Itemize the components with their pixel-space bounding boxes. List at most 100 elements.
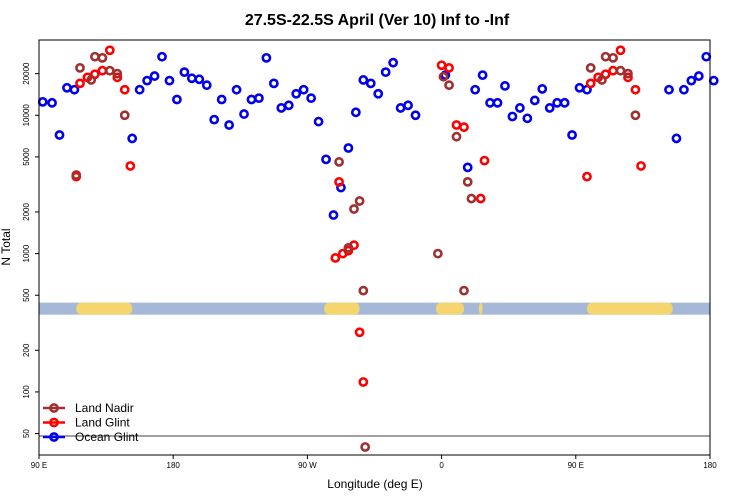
data-point (172, 94, 182, 105)
data-point (451, 120, 462, 130)
data-point (268, 78, 279, 89)
y-tick-label: 2000 (22, 203, 31, 221)
data-point (71, 170, 82, 180)
data-point (485, 97, 495, 108)
data-point (459, 122, 469, 133)
data-point (119, 110, 130, 121)
legend-item: Land Glint (43, 416, 130, 430)
data-point (358, 377, 369, 387)
data-point (69, 84, 80, 95)
series-land-nadir (71, 51, 641, 452)
y-tick-label: 10000 (22, 104, 31, 127)
data-point (373, 88, 384, 99)
data-point (209, 114, 220, 125)
x-tick-label: 180 (703, 461, 717, 470)
data-point (529, 95, 540, 106)
data-point (615, 65, 626, 76)
data-point (239, 109, 249, 119)
data-point (596, 75, 607, 85)
chart-title: 27.5S-22.5S April (Ver 10) Inf to -Inf (245, 12, 510, 29)
plot-frame (38, 39, 711, 456)
data-point (585, 62, 596, 73)
land-segment (478, 302, 483, 315)
data-point (479, 155, 490, 166)
data-point (97, 65, 108, 76)
data-point (349, 204, 359, 214)
data-point (462, 162, 473, 173)
data-point (608, 52, 618, 63)
data-point (360, 442, 371, 452)
data-point (224, 120, 235, 130)
data-point (636, 161, 646, 171)
data-point (475, 193, 486, 204)
x-tick-label: 0 (439, 461, 444, 470)
series-ocean-glint (37, 51, 719, 220)
data-point (701, 51, 712, 62)
data-point (149, 71, 160, 81)
data-point (466, 193, 477, 204)
data-point (164, 75, 175, 86)
data-point (291, 88, 302, 99)
land-segment (586, 302, 673, 315)
data-point (334, 176, 344, 187)
data-point (343, 242, 354, 253)
legend-marker (49, 432, 59, 442)
data-point (514, 103, 525, 113)
y-tick-label: 20000 (22, 62, 31, 85)
data-point (395, 103, 406, 113)
series-land-glint (71, 45, 646, 387)
data-point (365, 78, 376, 89)
land-segment (436, 302, 464, 315)
legend-item: Land Nadir (43, 401, 134, 415)
data-point (574, 82, 585, 93)
data-point (559, 97, 570, 108)
land-segment (76, 302, 133, 315)
data-point (134, 84, 145, 95)
x-tick-label: 90 E (568, 461, 584, 470)
data-point (671, 133, 682, 144)
data-point (127, 133, 138, 144)
data-point (630, 110, 641, 121)
ocean-band (39, 302, 710, 315)
y-tick-label: 100 (22, 385, 31, 399)
data-point (47, 97, 57, 108)
data-point (492, 97, 503, 108)
data-point (388, 57, 399, 68)
land-segment (324, 302, 360, 315)
data-point (623, 72, 633, 83)
data-point (630, 84, 641, 95)
data-point (186, 73, 197, 84)
data-point (403, 100, 413, 111)
data-point (254, 93, 264, 104)
data-point (537, 84, 548, 94)
data-point (623, 68, 633, 79)
x-tick-label: 180 (167, 461, 181, 470)
data-point (470, 84, 481, 95)
data-point (157, 51, 167, 62)
x-axis: 90 E 180 90 W 0 90 E 180 (31, 455, 717, 470)
data-point (119, 84, 130, 95)
data-point (358, 285, 369, 296)
data-point (567, 130, 577, 140)
data-points (37, 45, 719, 452)
data-point (585, 78, 596, 89)
data-point (313, 116, 324, 127)
y-axis-label: N Total (0, 228, 13, 265)
legend-label: Ocean Glint (75, 430, 139, 444)
data-point (608, 65, 618, 76)
data-point (104, 45, 115, 56)
data-point (90, 51, 100, 62)
data-point (276, 103, 287, 113)
data-point (104, 65, 115, 76)
data-point (354, 327, 365, 338)
data-point (380, 67, 391, 78)
data-point (112, 68, 123, 79)
data-point (410, 110, 421, 121)
data-point (321, 154, 331, 165)
data-point (544, 103, 555, 113)
data-point (283, 100, 294, 111)
data-point (686, 75, 697, 86)
data-point (664, 84, 674, 95)
